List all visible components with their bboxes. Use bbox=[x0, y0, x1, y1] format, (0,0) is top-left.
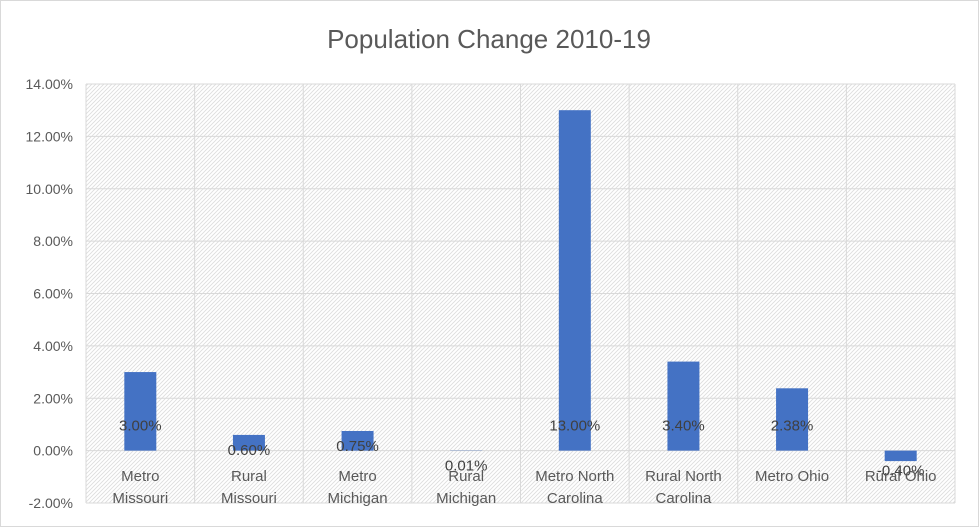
y-tick-label: 0.00% bbox=[33, 443, 73, 459]
y-tick-label: -2.00% bbox=[29, 495, 73, 511]
category-label: Metro bbox=[338, 468, 376, 485]
category-label: Michigan bbox=[328, 490, 388, 507]
bar bbox=[558, 110, 591, 451]
y-tick-label: 6.00% bbox=[33, 286, 73, 302]
data-label: 0.75% bbox=[336, 438, 379, 455]
category-label: Rural North bbox=[645, 468, 722, 485]
y-tick-label: 12.00% bbox=[26, 128, 73, 144]
data-label: 0.60% bbox=[228, 442, 271, 459]
data-label: 3.00% bbox=[119, 418, 162, 435]
data-label: 3.40% bbox=[662, 418, 705, 435]
category-label: Carolina bbox=[656, 490, 713, 507]
category-label: Metro Ohio bbox=[755, 468, 829, 485]
category-label: Carolina bbox=[547, 490, 604, 507]
bar bbox=[124, 372, 157, 451]
category-label: Missouri bbox=[112, 490, 168, 507]
data-label: 13.00% bbox=[549, 418, 600, 435]
y-tick-label: 4.00% bbox=[33, 338, 73, 354]
category-label: Michigan bbox=[436, 490, 496, 507]
bar bbox=[232, 434, 265, 451]
bar bbox=[667, 361, 700, 451]
category-label: Missouri bbox=[221, 490, 277, 507]
chart-title: Population Change 2010-19 bbox=[327, 24, 651, 54]
category-label: Rural bbox=[231, 468, 267, 485]
data-label: 0.01% bbox=[445, 457, 488, 474]
category-label: Rural Ohio bbox=[865, 468, 937, 485]
category-label: Metro North bbox=[535, 468, 614, 485]
data-label: 2.38% bbox=[771, 418, 814, 435]
y-tick-label: 8.00% bbox=[33, 233, 73, 249]
bar bbox=[776, 388, 809, 451]
y-tick-label: 2.00% bbox=[33, 390, 73, 406]
y-tick-label: 10.00% bbox=[26, 181, 73, 197]
y-tick-label: 14.00% bbox=[26, 76, 73, 92]
category-label: Metro bbox=[121, 468, 159, 485]
data-label: -0.40% bbox=[877, 463, 925, 480]
bar bbox=[341, 430, 374, 451]
bar bbox=[884, 450, 917, 462]
category-label: Rural bbox=[448, 468, 484, 485]
